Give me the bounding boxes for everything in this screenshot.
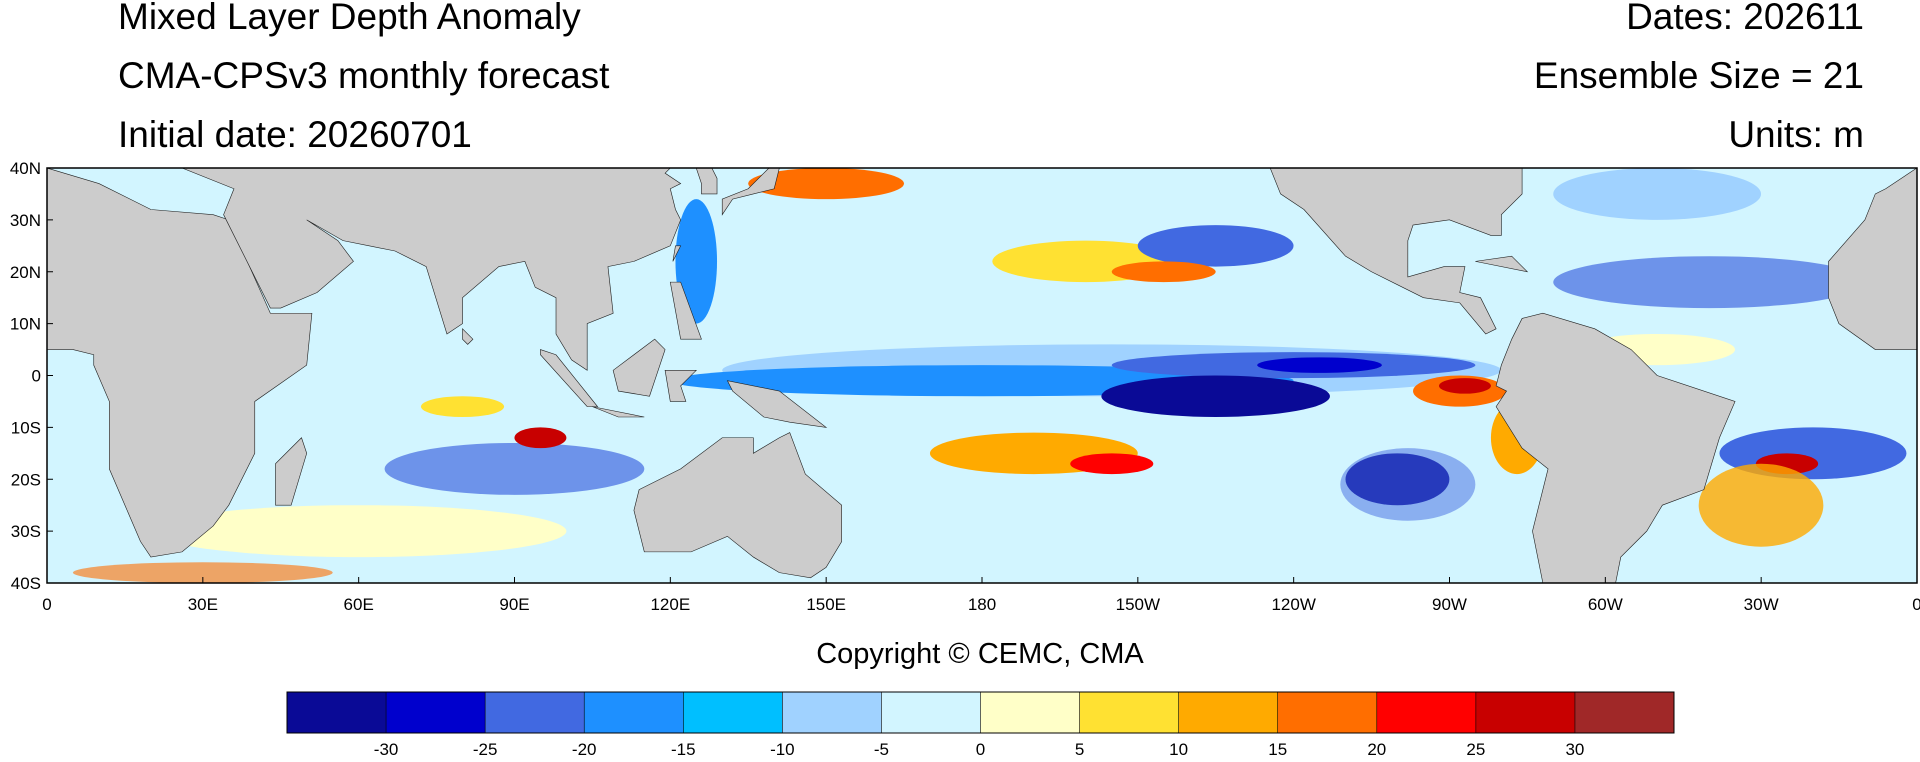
x-tick-label: 90W [1432,595,1467,614]
x-tick-label: 0 [1912,595,1920,614]
colorbar-label: 10 [1169,740,1188,759]
x-tick-label: 30W [1744,595,1779,614]
colorbar-box [485,692,585,733]
colorbar-box [782,692,882,733]
initial-date: Initial date: 20260701 [118,114,472,155]
colorbar-box [881,692,981,733]
colorbar-label: -15 [671,740,696,759]
colorbar-box [1475,692,1575,733]
colorbar-label: -25 [473,740,498,759]
colorbar-label: -5 [874,740,889,759]
colorbar-box [683,692,783,733]
x-tick-label: 90E [499,595,529,614]
units: Units: m [1728,114,1864,155]
x-tick-label: 120E [650,595,690,614]
colorbar-box [287,692,387,733]
anomaly-field [72,168,1907,583]
colorbar-box [1574,692,1674,733]
x-tick-label: 180 [968,595,996,614]
x-tick-label: 60W [1588,595,1623,614]
y-tick-label: 10S [11,418,41,437]
colorbar-box [1079,692,1179,733]
colorbar-label: 15 [1268,740,1287,759]
colorbar-label: -30 [374,740,399,759]
colorbar-box [1178,692,1278,733]
x-tick-label: 60E [344,595,374,614]
x-tick-label: 150E [806,595,846,614]
y-tick-label: 0 [32,367,41,386]
colorbar-label: -20 [572,740,597,759]
y-tick-label: 20S [11,470,41,489]
colorbar-box [584,692,684,733]
x-tick-label: 120W [1271,595,1315,614]
dates: Dates: 202611 [1626,0,1864,37]
x-tick-label: 0 [42,595,51,614]
colorbar-label: -10 [770,740,795,759]
copyright: Copyright © CEMC, CMA [816,638,1144,670]
colorbar-label: 20 [1367,740,1386,759]
colorbar-label: 0 [976,740,985,759]
y-tick-label: 30N [10,211,41,230]
colorbar-label: 25 [1466,740,1485,759]
colorbar-box [980,692,1080,733]
colorbar-box [386,692,486,733]
subtitle: CMA-CPSv3 monthly forecast [118,55,610,96]
y-tick-label: 20N [10,263,41,282]
y-tick-label: 40N [10,159,41,178]
colorbar-label: 30 [1565,740,1584,759]
land [47,168,1917,583]
colorbar-label: 5 [1075,740,1084,759]
map-area [47,168,1917,583]
x-tick-label: 30E [188,595,218,614]
colorbar-box [1376,692,1476,733]
colorbar-box [1277,692,1377,733]
y-tick-label: 40S [11,574,41,593]
x-tick-label: 150W [1116,595,1160,614]
y-tick-label: 30S [11,522,41,541]
title: Mixed Layer Depth Anomaly [118,0,581,37]
ensemble-size: Ensemble Size = 21 [1534,55,1864,96]
colorbar-frame [286,691,1675,734]
y-tick-label: 10N [10,315,41,334]
